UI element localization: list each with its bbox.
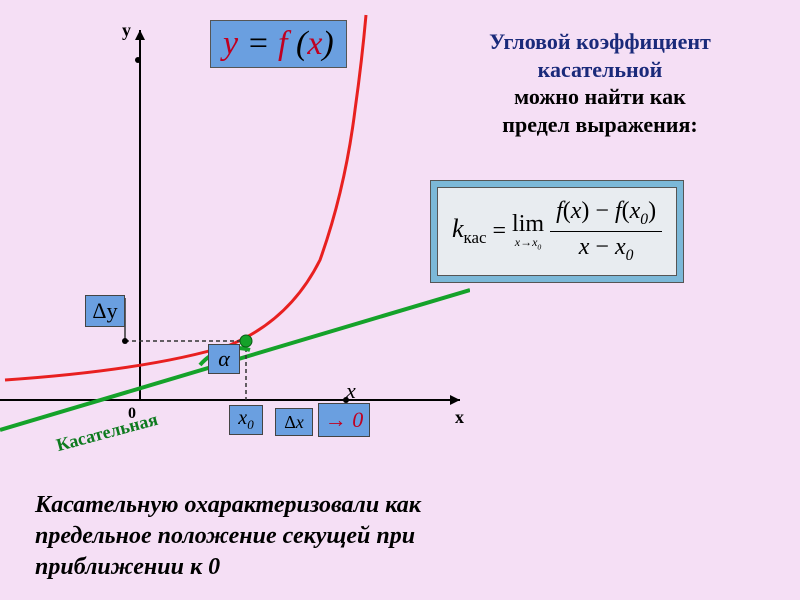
dy-box: Δy: [85, 295, 125, 327]
formula-fraction: f(x) − f(x0) x − x0: [550, 198, 662, 265]
dx-label: Δx: [284, 412, 304, 433]
eq-op: (: [296, 25, 307, 62]
x0-label: x0: [238, 407, 253, 433]
title-block: Угловой коэффициент касательной можно на…: [420, 28, 780, 138]
alpha-box: α: [208, 344, 240, 374]
dy-label: Δy: [92, 298, 117, 324]
curve: [5, 15, 366, 380]
dot-top: [135, 57, 141, 63]
to-zero-label: → 0: [325, 407, 364, 433]
eq-x: x: [307, 25, 322, 62]
formula-eq: =: [493, 218, 507, 245]
x-axis-label: x: [455, 407, 464, 428]
bottom-line2: предельное положение секущей при: [35, 521, 765, 552]
dx-box: Δx: [275, 408, 313, 436]
graph-svg: [0, 0, 470, 460]
bottom-line1: Касательную охарактеризовали как: [35, 490, 765, 521]
to-zero-box: → 0: [318, 403, 370, 437]
formula-lim: lim x→x0: [512, 212, 544, 251]
eq-cp: ): [322, 25, 333, 62]
title-line2: касательной: [420, 56, 780, 84]
equation-box: y = f (x): [210, 20, 347, 68]
formula-inner: kкас = lim x→x0 f(x) − f(x0) x − x0: [437, 187, 677, 276]
eq-y: y: [223, 25, 238, 62]
y-axis-arrow: [135, 30, 145, 40]
formula-box: kкас = lim x→x0 f(x) − f(x0) x − x0: [430, 180, 684, 283]
eq-f: f: [278, 25, 296, 62]
x0-box: x0: [229, 405, 263, 435]
y-axis-label: y: [122, 20, 131, 41]
bottom-text: Касательную охарактеризовали как предель…: [35, 490, 765, 584]
title-line1: Угловой коэффициент: [420, 28, 780, 56]
alpha-label: α: [218, 346, 230, 372]
graph-area: [0, 0, 470, 460]
dot-left: [122, 338, 128, 344]
eq-eq: =: [238, 25, 278, 62]
x-point-label: x: [346, 378, 356, 404]
bottom-line3: приближении к 0: [35, 552, 765, 583]
title-line4: предел выражения:: [420, 111, 780, 139]
formula-k: kкас: [452, 214, 487, 248]
dot-tangent-point: [240, 335, 252, 347]
title-line3: можно найти как: [420, 83, 780, 111]
x-axis-arrow: [450, 395, 460, 405]
